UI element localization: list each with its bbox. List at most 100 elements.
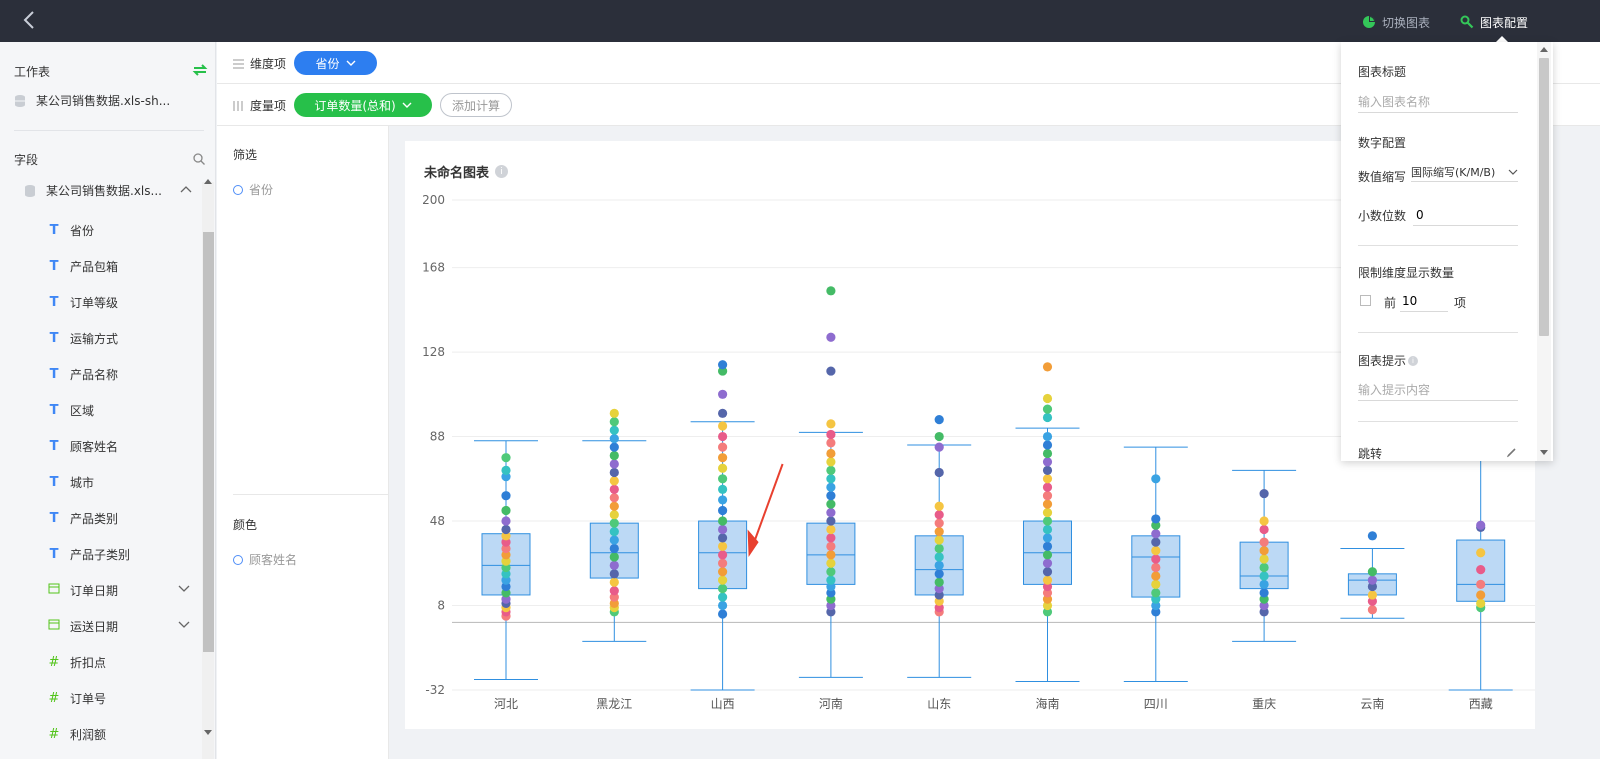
field-label: 城市: [70, 475, 95, 490]
top-count-input[interactable]: [1400, 290, 1448, 312]
data-point: [1259, 600, 1269, 611]
dimension-pill[interactable]: 省份: [294, 51, 377, 75]
data-point: [609, 459, 619, 469]
abbrev-select[interactable]: 国际缩写(K/M/B): [1411, 162, 1518, 182]
field-item[interactable]: # 利润额: [48, 724, 198, 744]
dataset-item[interactable]: 某公司销售数据.xls-sh...: [14, 92, 170, 109]
field-item[interactable]: T 订单等级: [48, 292, 198, 312]
info-icon[interactable]: i: [495, 165, 509, 178]
data-point: [718, 484, 728, 494]
color-item-customer[interactable]: 顾客姓名: [233, 551, 297, 568]
field-item[interactable]: T 运输方式: [48, 328, 198, 348]
field-item[interactable]: # 折扣点: [48, 652, 198, 672]
edit-pencil-icon[interactable]: [1506, 446, 1518, 458]
config-scroll-thumb[interactable]: [1539, 58, 1549, 336]
calendar-icon: [48, 618, 60, 634]
data-point: [1151, 546, 1161, 556]
sidebar-scroll-thumb[interactable]: [203, 232, 214, 652]
data-point: [718, 558, 728, 568]
data-point: [609, 434, 619, 444]
data-point: [718, 541, 728, 551]
data-point: [1151, 588, 1161, 598]
field-item[interactable]: T 城市: [48, 472, 198, 492]
refresh-icon[interactable]: [192, 62, 208, 78]
y-tick-label: 200: [422, 193, 445, 207]
data-point: [718, 516, 728, 526]
field-label: 运送日期: [70, 619, 119, 634]
search-icon[interactable]: [192, 152, 206, 166]
data-point: [1259, 579, 1269, 589]
measure-pill[interactable]: 订单数量(总和): [294, 93, 432, 117]
wrench-icon: [1460, 15, 1474, 29]
field-item[interactable]: 运送日期: [48, 616, 198, 636]
chart-title-input[interactable]: [1358, 91, 1518, 113]
data-point: [1367, 531, 1377, 541]
y-tick-label: -32: [425, 683, 445, 697]
tooltip-label: 图表提示: [1358, 354, 1407, 368]
x-tick-label: 山东: [927, 697, 951, 711]
top-suffix: 项: [1454, 296, 1467, 310]
field-label: 利润额: [70, 727, 107, 742]
data-point: [718, 567, 728, 577]
field-item[interactable]: T 产品类别: [48, 508, 198, 528]
field-tree-root[interactable]: 某公司销售数据.xls...: [24, 182, 199, 199]
data-point: [718, 442, 728, 452]
scroll-up-icon[interactable]: [204, 179, 212, 184]
database-icon: [15, 94, 25, 107]
config-scroll-up-icon[interactable]: [1540, 47, 1548, 52]
text-type-icon: T: [49, 510, 59, 526]
data-point: [1042, 482, 1053, 492]
data-point: [1042, 431, 1053, 442]
tooltip-input[interactable]: [1358, 379, 1518, 401]
field-item[interactable]: # 订单号: [48, 688, 198, 708]
data-point: [718, 474, 728, 484]
field-item[interactable]: 订单日期: [48, 580, 198, 600]
data-point: [934, 501, 944, 511]
field-item[interactable]: T 省份: [48, 220, 198, 240]
data-point: [501, 516, 511, 526]
field-item[interactable]: T 区域: [48, 400, 198, 420]
text-type-icon: T: [49, 294, 59, 310]
data-point: [826, 457, 836, 467]
data-point: [609, 450, 619, 461]
data-point: [1042, 507, 1053, 518]
info-icon[interactable]: i: [1408, 355, 1419, 366]
chart-config-button[interactable]: 图表配置: [1460, 12, 1528, 42]
y-tick-label: 168: [422, 261, 445, 275]
fields-label: 字段: [14, 153, 39, 167]
add-calc-label: 添加计算: [451, 98, 500, 113]
y-tick-label: 48: [430, 514, 445, 528]
measure-label: 度量项: [250, 99, 287, 113]
field-item[interactable]: T 产品包箱: [48, 256, 198, 276]
data-point: [826, 550, 836, 560]
text-type-icon: T: [49, 330, 59, 346]
chevron-down-icon[interactable]: [178, 584, 190, 594]
dimension-label: 维度项: [250, 57, 287, 71]
field-item[interactable]: T 产品名称: [48, 364, 198, 384]
back-arrow-icon[interactable]: [18, 8, 42, 32]
data-point: [718, 431, 728, 442]
field-item[interactable]: T 产品子类别: [48, 544, 198, 564]
data-point: [826, 429, 836, 440]
field-item[interactable]: T 顾客姓名: [48, 436, 198, 456]
data-point: [718, 495, 728, 505]
data-point: [1042, 550, 1053, 560]
data-point: [501, 505, 511, 516]
switch-chart-button[interactable]: 切换图表: [1362, 12, 1430, 32]
scroll-down-icon[interactable]: [204, 730, 212, 735]
data-point: [826, 581, 836, 592]
filter-item-province[interactable]: 省份: [233, 181, 273, 198]
data-point: [609, 425, 619, 435]
add-calc-button[interactable]: 添加计算: [440, 93, 512, 117]
data-point: [1042, 474, 1053, 484]
data-point: [1259, 516, 1269, 526]
chevron-up-icon[interactable]: [180, 184, 192, 194]
chevron-down-icon[interactable]: [178, 620, 190, 630]
data-point: [501, 491, 511, 501]
config-scroll-down-icon[interactable]: [1540, 450, 1548, 455]
limit-checkbox[interactable]: [1360, 295, 1371, 306]
data-point: [609, 484, 619, 494]
data-point: [1042, 524, 1053, 535]
decimals-input[interactable]: [1413, 204, 1518, 226]
measure-pill-label: 订单数量(总和): [314, 98, 396, 113]
